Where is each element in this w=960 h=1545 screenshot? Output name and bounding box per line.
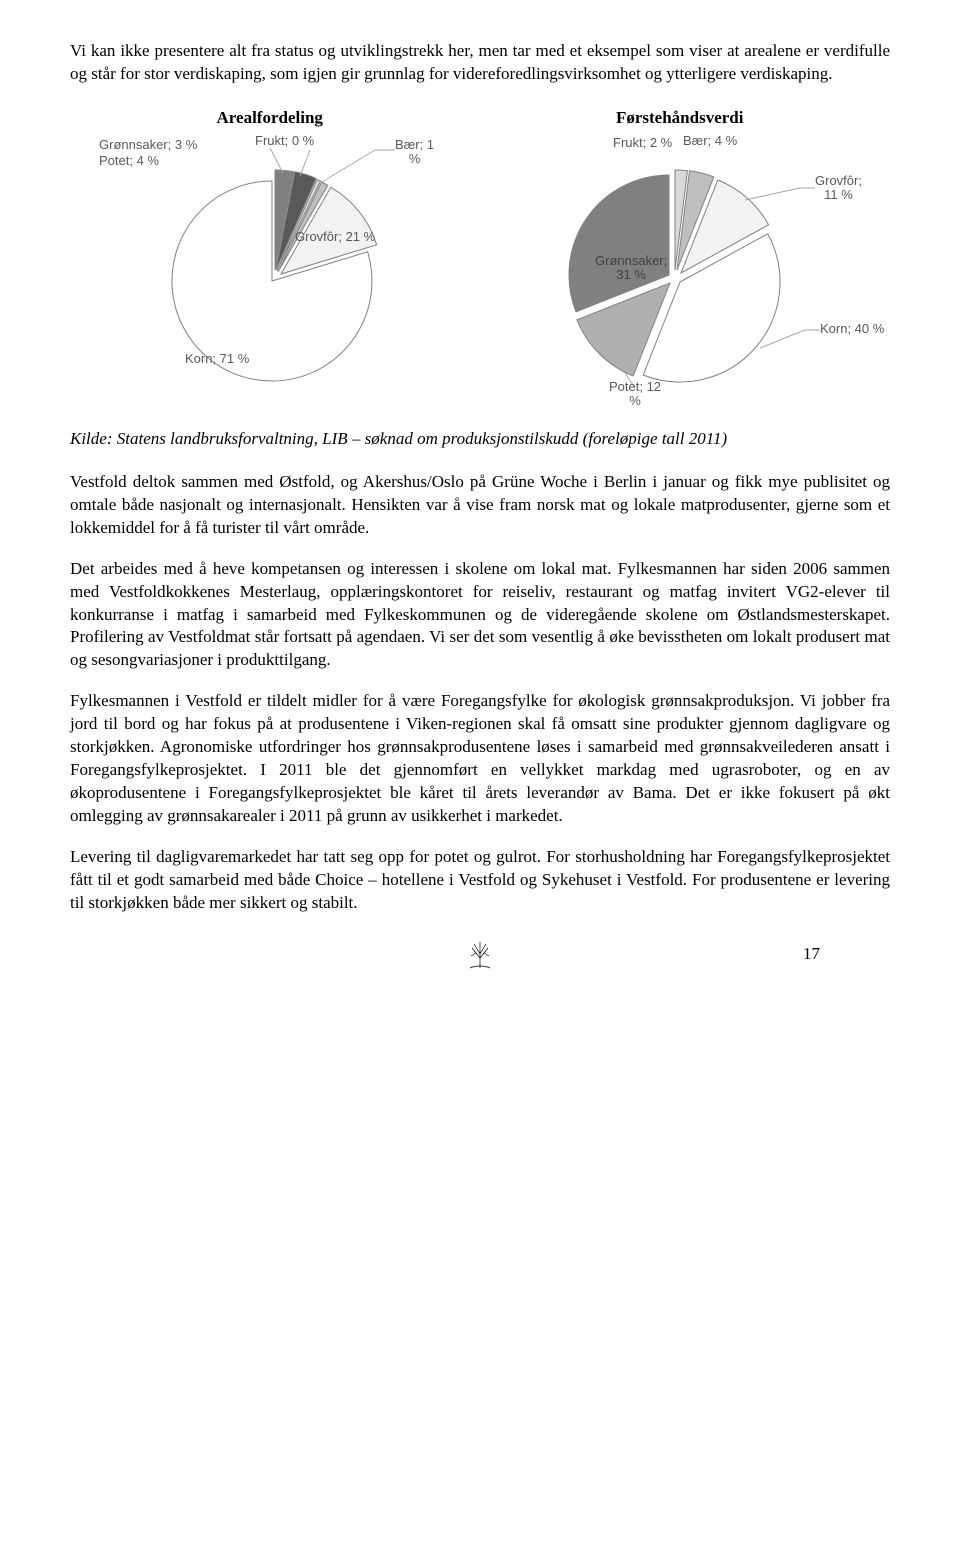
- footer: 17: [70, 937, 890, 971]
- tree-icon: [464, 938, 496, 970]
- chart-left: Grønnsaker; 3 % Potet; 4 % Frukt; 0 % Bæ…: [95, 138, 455, 398]
- chart-titles-row: Arealfordeling Førstehåndsverdi: [70, 108, 890, 128]
- label-gronnsaker-31: Grønnsaker;31 %: [595, 254, 667, 283]
- source-line: Kilde: Statens landbruksforvaltning, LIB…: [70, 428, 890, 451]
- charts-row: Grønnsaker; 3 % Potet; 4 % Frukt; 0 % Bæ…: [70, 138, 890, 398]
- label-baer-1: Bær; 1%: [395, 138, 434, 167]
- paragraph-2: Vestfold deltok sammen med Østfold, og A…: [70, 471, 890, 540]
- label-potet-4: Potet; 4 %: [99, 154, 159, 168]
- page-number: 17: [803, 944, 820, 964]
- paragraph-4: Fylkesmannen i Vestfold er tildelt midle…: [70, 690, 890, 828]
- label-potet-12: Potet; 12%: [609, 380, 661, 409]
- intro-paragraph: Vi kan ikke presentere alt fra status og…: [70, 40, 890, 86]
- label-korn-40: Korn; 40 %: [820, 322, 884, 336]
- paragraph-3: Det arbeides med å heve kompetansen og i…: [70, 558, 890, 673]
- chart-right: Frukt; 2 % Bær; 4 % Grovfôr;11 % Korn; 4…: [505, 138, 865, 398]
- label-gronnsaker-3: Grønnsaker; 3 %: [99, 138, 197, 152]
- chart-left-title: Arealfordeling: [217, 108, 323, 128]
- label-grovfor-11: Grovfôr;11 %: [815, 174, 862, 203]
- label-korn-71: Korn; 71 %: [185, 352, 249, 366]
- label-baer-4: Bær; 4 %: [683, 134, 737, 148]
- label-grovfor-21: Grovfôr; 21 %: [295, 230, 375, 244]
- label-frukt-2: Frukt; 2 %: [613, 136, 672, 150]
- label-frukt-0: Frukt; 0 %: [255, 134, 314, 148]
- chart-right-title: Førstehåndsverdi: [616, 108, 744, 128]
- paragraph-5: Levering til dagligvaremarkedet har tatt…: [70, 846, 890, 915]
- pie-chart-left: [95, 138, 455, 398]
- pie-chart-right: [505, 138, 865, 398]
